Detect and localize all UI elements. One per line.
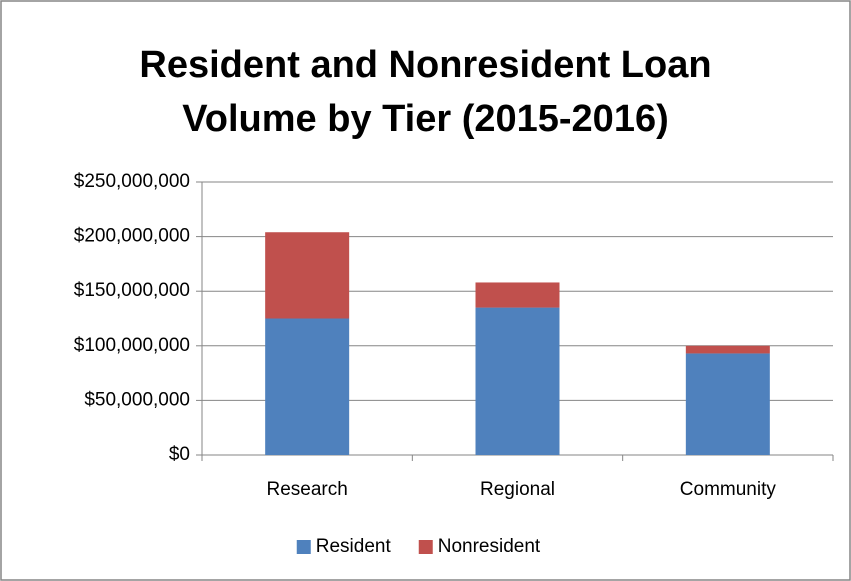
bar-segment: [475, 282, 560, 308]
legend-swatch: [296, 540, 311, 554]
bar-segment: [475, 307, 560, 455]
x-tick-label: Regional: [480, 479, 555, 500]
y-tick-label: $100,000,000: [74, 335, 190, 356]
bar-segment: [685, 353, 770, 455]
y-tick-label: $50,000,000: [84, 389, 190, 410]
y-tick-label: $150,000,000: [74, 280, 190, 301]
chart-title: Resident and Nonresident Loan Volume by …: [139, 44, 712, 140]
bar-segment: [265, 318, 350, 455]
bar-segment: [685, 345, 770, 354]
bar-segment: [265, 232, 350, 319]
y-tick-label: $200,000,000: [74, 226, 190, 247]
x-tick-label: Community: [680, 479, 777, 500]
legend-label: Nonresident: [438, 536, 541, 557]
legend-swatch: [418, 540, 433, 554]
legend-label: Resident: [316, 536, 392, 557]
x-tick-label: Research: [267, 479, 348, 500]
y-tick-label: $0: [169, 444, 190, 465]
y-tick-label: $250,000,000: [74, 171, 190, 192]
